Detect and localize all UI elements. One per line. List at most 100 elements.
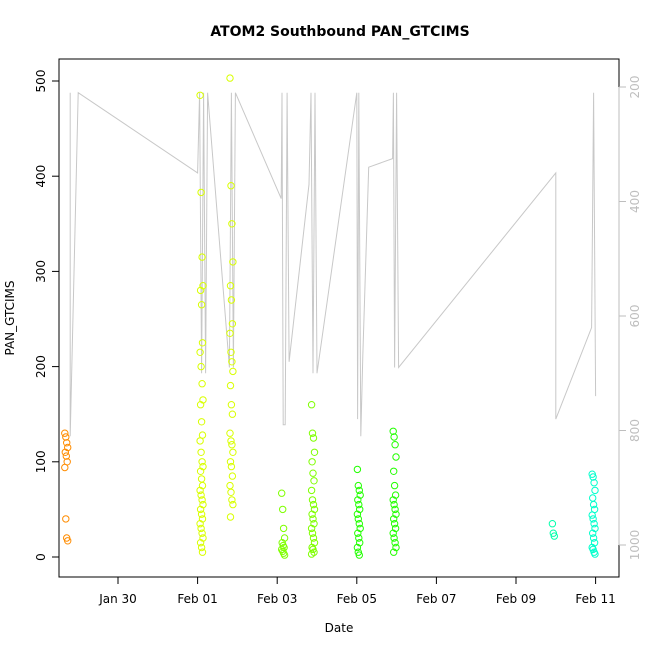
data-point (310, 548, 318, 556)
y-tick-label: 400 (34, 165, 48, 188)
data-point (226, 458, 235, 466)
data-point (355, 534, 363, 542)
data-point (591, 550, 599, 558)
data-point (61, 463, 69, 472)
data-point (198, 458, 206, 466)
data-point (197, 475, 206, 483)
y2-tick-label: 1000 (628, 530, 642, 561)
data-point (309, 534, 318, 542)
data-point (589, 473, 597, 481)
data-point (307, 401, 316, 409)
data-point (196, 486, 204, 495)
data-point (308, 510, 316, 518)
data-point (356, 505, 364, 514)
data-point (196, 91, 204, 100)
data-point (279, 505, 287, 514)
data-point (197, 418, 206, 426)
data-point (355, 551, 363, 559)
data-point (390, 481, 399, 490)
data-point (62, 433, 70, 441)
data-point (590, 479, 598, 487)
data-point (589, 515, 597, 523)
data-point (355, 500, 363, 509)
data-point (227, 437, 235, 445)
data-point (391, 441, 399, 449)
data-point (228, 320, 237, 328)
data-point (227, 182, 235, 190)
data-point (589, 494, 597, 502)
data-point (229, 258, 237, 266)
data-point (62, 515, 70, 523)
data-point (198, 253, 206, 261)
data-point (353, 465, 362, 474)
data-point (196, 286, 205, 295)
data-point (226, 513, 235, 521)
data-point (354, 515, 362, 523)
data-point (61, 448, 70, 456)
data-point (354, 529, 362, 537)
data-point (354, 496, 362, 504)
data-point (591, 486, 599, 495)
data-point (226, 329, 234, 337)
data-point (310, 448, 319, 456)
data-point (226, 481, 234, 490)
data-point (197, 448, 205, 456)
data-point (355, 520, 363, 528)
data-point (197, 362, 205, 371)
data-point (307, 550, 316, 558)
x-tick-label: Feb 03 (257, 592, 297, 606)
data-point (229, 448, 237, 456)
data-point (310, 477, 318, 485)
data-point (392, 510, 400, 518)
data-point (307, 524, 316, 533)
y2-tick-label: 400 (628, 190, 642, 213)
data-point (550, 532, 558, 540)
chart-title: ATOM2 Southbound PAN_GTCIMS (210, 24, 469, 40)
y2-tick-label: 800 (628, 419, 642, 442)
data-point (196, 539, 205, 547)
data-point (548, 520, 557, 528)
data-point (196, 520, 204, 528)
y-axis: 0 100 200 300 400 500 (34, 70, 60, 561)
data-point (280, 551, 289, 559)
data-point (198, 496, 206, 504)
data-point (307, 486, 316, 495)
data-point (64, 537, 72, 545)
data-point (589, 534, 598, 542)
data-point (227, 348, 235, 356)
y2-tick-label: 200 (628, 76, 642, 99)
data-point (227, 401, 236, 409)
data-point (198, 380, 206, 388)
data-point (390, 500, 398, 509)
data-point (389, 427, 397, 435)
data-point (279, 524, 288, 533)
x-axis: Jan 30 Feb 01 Feb 03 Feb 05 Feb 07 Feb 09 Feb … (98, 576, 616, 606)
data-point (228, 472, 237, 480)
data-point (197, 510, 206, 518)
secondary-series-line (69, 91, 597, 437)
data-point (226, 381, 235, 390)
data-point (228, 441, 236, 449)
x-tick-label: Feb 09 (496, 592, 536, 606)
data-point (589, 500, 598, 509)
x-tick-label: Jan 30 (98, 592, 137, 606)
data-point (392, 543, 400, 552)
y-tick-label: 0 (34, 553, 48, 561)
data-point (229, 500, 237, 509)
data-point (227, 296, 236, 304)
data-point (308, 496, 317, 504)
data-point (355, 486, 363, 495)
data-point (197, 188, 205, 197)
data-point (309, 515, 317, 523)
data-point (309, 469, 317, 477)
data-point (389, 496, 397, 504)
y-tick-label: 200 (34, 355, 48, 378)
data-point (226, 282, 235, 290)
x-tick-label: Feb 05 (337, 592, 377, 606)
data-point (392, 453, 400, 461)
data-point (308, 529, 317, 537)
data-point (62, 452, 71, 460)
data-point (309, 500, 318, 509)
data-point (353, 543, 362, 552)
data-point (390, 467, 398, 475)
